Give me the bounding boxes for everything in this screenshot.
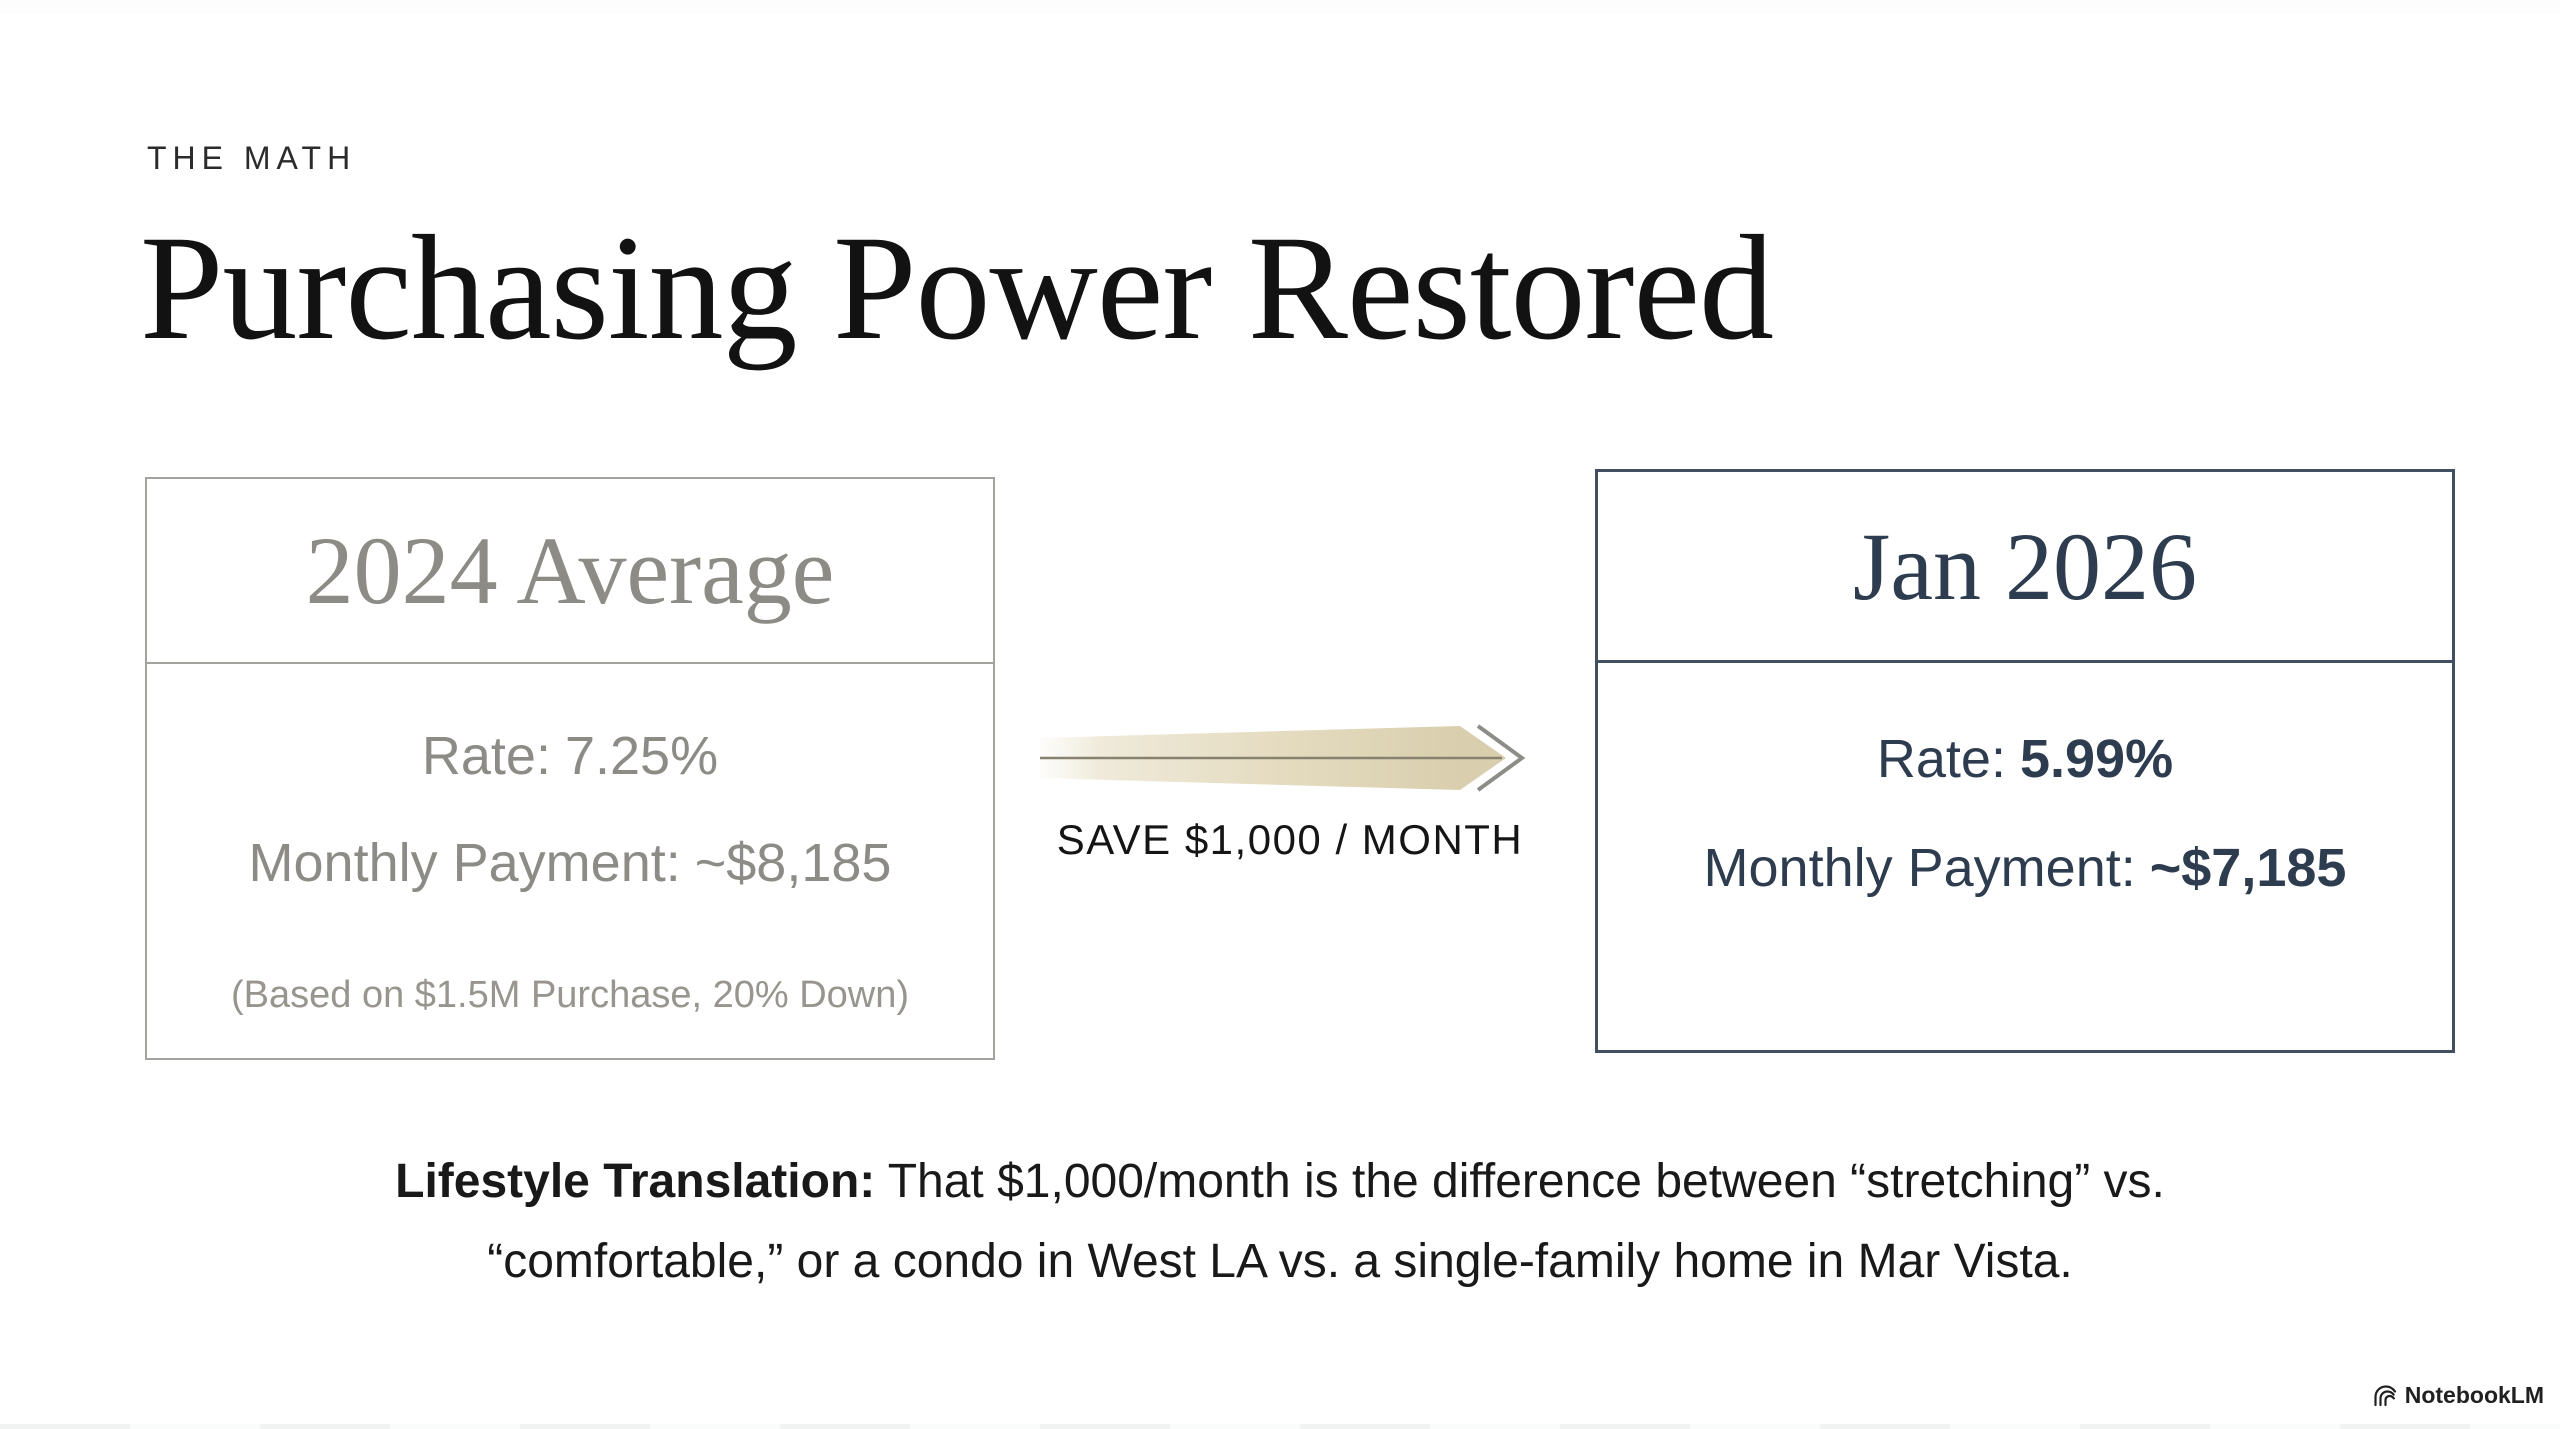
before-card-heading: 2024 Average: [147, 479, 993, 664]
notebooklm-logo-icon: [2374, 1384, 2396, 1406]
after-payment-line: Monthly Payment: ~$7,185: [1704, 832, 2347, 905]
footnote-line-1: Lifestyle Translation: That $1,000/month…: [0, 1142, 2560, 1222]
footnote-line-2: “comfortable,” or a condo in West LA vs.…: [487, 1235, 2073, 1288]
notebooklm-brand: NotebookLM: [2372, 1382, 2544, 1409]
notebooklm-logo-text: NotebookLM: [2404, 1382, 2544, 1408]
footnote-line-1-rest: That $1,000/month is the difference betw…: [875, 1155, 2165, 1208]
before-rate-label: Rate:: [421, 726, 551, 786]
after-rate-label: Rate:: [1876, 729, 2006, 789]
before-rate-value: 7.25%: [564, 726, 719, 786]
before-card-caption: (Based on $1.5M Purchase, 20% Down): [230, 974, 910, 1016]
video-scrubber: [0, 1424, 2560, 1429]
before-card: 2024 Average Rate: 7.25% Monthly Payment:…: [145, 477, 995, 1060]
right-arrow-icon: [1040, 724, 1526, 792]
after-rate-value: 5.99%: [2019, 729, 2174, 789]
savings-arrow-group: SAVE $1,000 / MONTH: [1040, 712, 1540, 863]
before-payment-label: Monthly Payment:: [248, 833, 681, 893]
after-card: Jan 2026 Rate: 5.99% Monthly Payment: ~$7,…: [1595, 469, 2455, 1053]
savings-arrow-label: SAVE $1,000 / MONTH: [1056, 816, 1524, 863]
lifestyle-translation-text: Lifestyle Translation: That $1,000/month…: [0, 1142, 2560, 1302]
eyebrow-label: THE MATH: [147, 140, 357, 176]
after-payment-label: Monthly Payment:: [1703, 838, 2136, 898]
page-title: Purchasing Power Restored: [140, 205, 1774, 371]
before-card-body: Rate: 7.25% Monthly Payment: ~$8,185 (Base…: [147, 664, 993, 1058]
before-payment-line: Monthly Payment: ~$8,185: [249, 827, 892, 900]
footnote-lead: Lifestyle Translation:: [395, 1155, 876, 1208]
top-strip: [0, 0, 2560, 14]
after-rate-line: Rate: 5.99%: [1877, 723, 2173, 796]
after-card-body: Rate: 5.99% Monthly Payment: ~$7,185: [1598, 663, 2452, 1050]
after-card-heading: Jan 2026: [1598, 472, 2452, 663]
before-rate-line: Rate: 7.25%: [422, 720, 718, 793]
before-payment-value: ~$8,185: [694, 833, 892, 893]
after-payment-value: ~$7,185: [2149, 838, 2347, 898]
